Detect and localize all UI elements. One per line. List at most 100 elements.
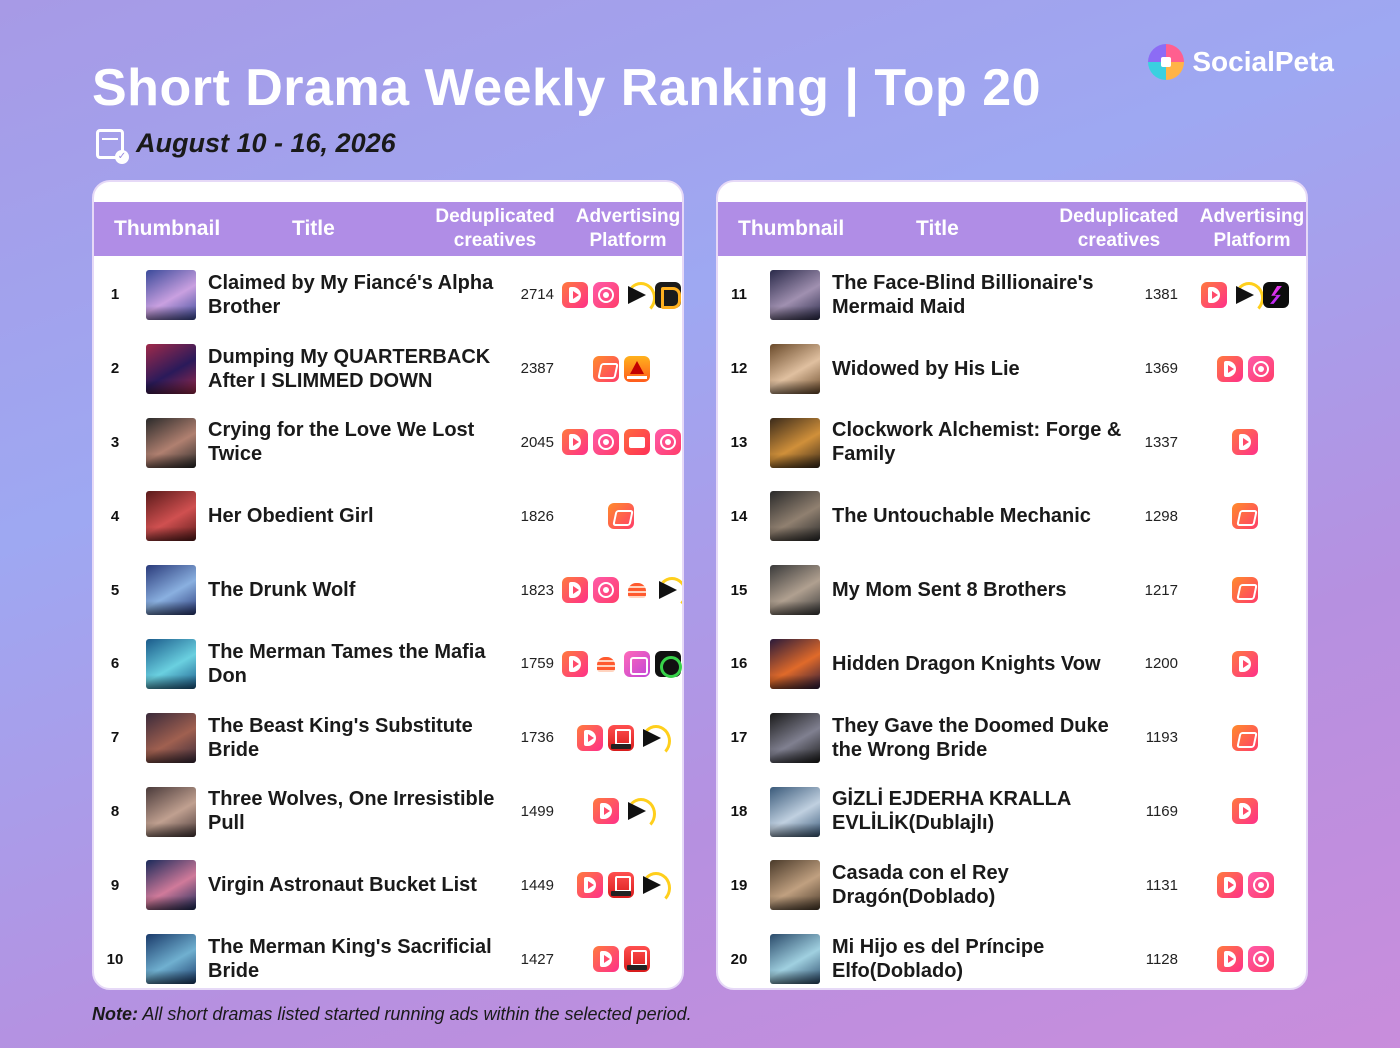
table-row[interactable]: 16 Hidden Dragon Knights Vow 1200 — [718, 627, 1306, 701]
drama-thumbnail[interactable] — [770, 638, 820, 689]
drama-thumbnail[interactable] — [770, 786, 820, 837]
play-platform-icon — [1232, 281, 1264, 314]
drama-thumbnail[interactable] — [146, 565, 196, 616]
column-platform-line1: Advertising — [575, 206, 681, 227]
drama-thumbnail[interactable] — [770, 934, 820, 985]
table-row[interactable]: 17 They Gave the Doomed Duke the Wrong Br… — [718, 701, 1306, 775]
platform-icons — [1184, 724, 1306, 751]
drama-thumbnail[interactable] — [770, 343, 820, 394]
drama-thumbnail[interactable] — [146, 491, 196, 542]
reel-platform-icon — [1247, 872, 1274, 899]
play-platform-icon — [639, 872, 671, 905]
table-row[interactable]: 19 Casada con el Rey Dragón(Doblado) 1131 — [718, 848, 1306, 922]
drama-thumbnail[interactable] — [770, 491, 820, 542]
rank-number: 1 — [110, 286, 120, 304]
drama-thumbnail[interactable] — [146, 786, 196, 837]
drama-title: Claimed by My Fiancé's Alpha Brother — [208, 271, 494, 318]
platform-icons — [1184, 503, 1306, 530]
drama-thumbnail[interactable] — [146, 417, 196, 468]
drama-title: Mi Hijo es del Príncipe Elfo(Doblado) — [832, 936, 1045, 983]
dshort-platform-icon — [561, 281, 588, 308]
drama-thumbnail[interactable] — [770, 860, 820, 911]
dshort-platform-icon — [1232, 650, 1258, 677]
rank-number: 16 — [730, 655, 748, 673]
drama-thumbnail[interactable] — [770, 565, 820, 616]
drama-thumbnail[interactable] — [146, 934, 196, 985]
ranking-rows: 11 The Face-Blind Billionaire's Mermaid M… — [718, 258, 1306, 988]
platform-icons — [560, 724, 682, 757]
rank-number: 3 — [110, 433, 120, 451]
table-row[interactable]: 10 The Merman King's Sacrificial Bride 142… — [94, 922, 682, 988]
dshort-platform-icon — [577, 872, 603, 899]
table-row[interactable]: 5 The Drunk Wolf 1823 — [94, 553, 682, 627]
table-row[interactable]: 15 My Mom Sent 8 Brothers 1217 — [718, 553, 1306, 627]
rank-number: 5 — [110, 581, 120, 599]
rank-number: 8 — [110, 802, 120, 820]
drama-title: Casada con el Rey Dragón(Doblado) — [832, 862, 1009, 909]
table-row[interactable]: 1 Claimed by My Fiancé's Alpha Brother 271… — [94, 258, 682, 332]
column-platform: Advertising Platform — [1192, 205, 1306, 253]
creative-count: 1131 — [1145, 876, 1178, 894]
rank-number: 9 — [110, 876, 120, 894]
drama-title: They Gave the Doomed Duke the Wrong Brid… — [832, 714, 1109, 761]
creative-count: 1217 — [1144, 581, 1178, 599]
platform-icons — [560, 281, 682, 314]
platform-icons — [560, 355, 682, 382]
table-row[interactable]: 2 Dumping My QUARTERBACK After I SLIMMED … — [94, 332, 682, 406]
table-header: Thumbnail Title Deduplicated creatives A… — [94, 202, 682, 256]
drama-thumbnail[interactable] — [146, 270, 196, 320]
platform-icons — [1184, 650, 1306, 677]
table-row[interactable]: 11 The Face-Blind Billionaire's Mermaid M… — [718, 258, 1306, 332]
drama-title: Widowed by His Lie — [832, 357, 1020, 380]
creative-count: 1369 — [1144, 360, 1178, 378]
moboreels-platform-icon — [592, 355, 619, 382]
goodshort-platform-icon — [623, 429, 650, 456]
column-dedup-line2: creatives — [453, 230, 537, 251]
table-row[interactable]: 9 Virgin Astronaut Bucket List 1449 — [94, 848, 682, 922]
drama-thumbnail[interactable] — [146, 343, 196, 394]
table-row[interactable]: 18 GİZLİ EJDERHA KRALLA EVLİLİK(Dublajlı)… — [718, 775, 1306, 849]
creative-count: 1200 — [1144, 655, 1178, 673]
drama-thumbnail[interactable] — [146, 860, 196, 911]
table-row[interactable]: 8 Three Wolves, One Irresistible Pull 1499 — [94, 775, 682, 849]
rank-number: 17 — [730, 729, 748, 747]
drama-thumbnail[interactable] — [146, 638, 196, 689]
dshort-platform-icon — [592, 798, 619, 825]
table-row[interactable]: 4 Her Obedient Girl 1826 — [94, 479, 682, 553]
platform-icons — [560, 798, 682, 831]
table-row[interactable]: 7 The Beast King's Substitute Bride 1736 — [94, 701, 682, 775]
rank-number: 15 — [730, 581, 748, 599]
drama-thumbnail[interactable] — [770, 270, 820, 320]
table-row[interactable]: 12 Widowed by His Lie 1369 — [718, 332, 1306, 406]
table-row[interactable]: 13 Clockwork Alchemist: Forge & Family 133… — [718, 406, 1306, 480]
drama-thumbnail[interactable] — [770, 417, 820, 468]
creative-count: 1337 — [1144, 433, 1178, 451]
play-platform-icon — [624, 281, 656, 314]
series-platform-icon — [623, 946, 650, 973]
platform-icons — [1184, 355, 1306, 382]
platform-icons — [1184, 577, 1306, 604]
dshort-platform-icon — [1216, 355, 1243, 382]
drama-title: Crying for the Love We Lost Twice — [208, 419, 475, 466]
play-platform-icon — [639, 724, 671, 757]
table-row[interactable]: 20 Mi Hijo es del Príncipe Elfo(Doblado) 1… — [718, 922, 1306, 988]
table-row[interactable]: 3 Crying for the Love We Lost Twice 2045 — [94, 406, 682, 480]
shortmax-platform-icon — [623, 355, 650, 382]
platform-icons — [1184, 281, 1306, 314]
drama-title: The Beast King's Substitute Bride — [208, 714, 473, 761]
creative-count: 2387 — [520, 360, 554, 378]
platform-icons — [1184, 946, 1306, 973]
platform-icons — [560, 650, 682, 678]
play-platform-icon — [655, 577, 682, 603]
drama-title: Her Obedient Girl — [208, 505, 374, 528]
drama-title: GİZLİ EJDERHA KRALLA EVLİLİK(Dublajlı) — [832, 788, 1071, 835]
socialpeta-logo-icon — [1148, 44, 1185, 80]
drama-title: Clockwork Alchemist: Forge & Family — [832, 419, 1122, 466]
drama-thumbnail[interactable] — [146, 712, 196, 763]
table-row[interactable]: 14 The Untouchable Mechanic 1298 — [718, 479, 1306, 553]
platform-icons — [560, 872, 682, 905]
table-row[interactable]: 6 The Merman Tames the Mafia Don 1759 — [94, 627, 682, 701]
drama-title: Virgin Astronaut Bucket List — [208, 874, 477, 897]
drama-thumbnail[interactable] — [770, 712, 820, 763]
ranking-panel-left: Thumbnail Title Deduplicated creatives A… — [92, 180, 684, 990]
